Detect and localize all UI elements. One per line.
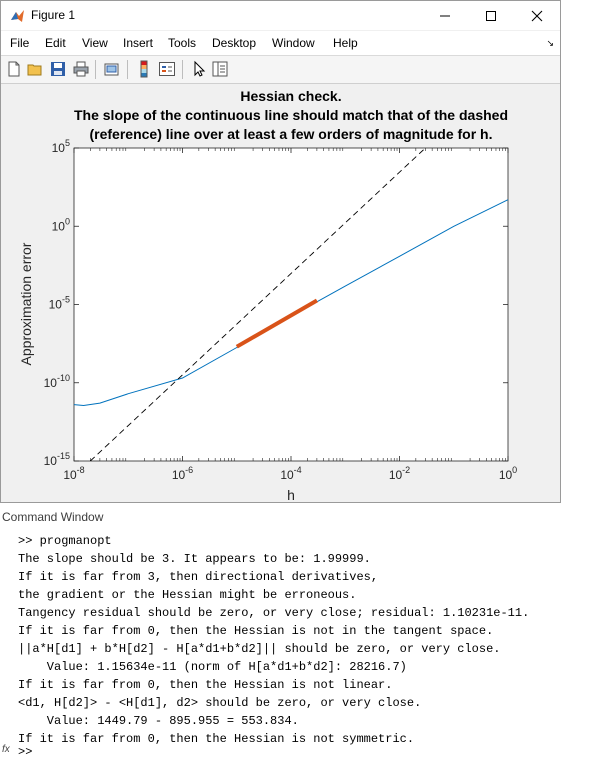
figure-toolbar bbox=[1, 56, 560, 84]
pointer-icon[interactable] bbox=[190, 60, 208, 78]
colorbar-icon[interactable] bbox=[135, 60, 153, 78]
y-tick-label: 10-15 bbox=[44, 451, 70, 468]
fx-icon[interactable]: fx bbox=[2, 744, 10, 755]
menu-desktop[interactable]: Desktop bbox=[212, 36, 257, 50]
minimize-button[interactable] bbox=[422, 1, 468, 30]
command-output-line: The slope should be 3. It appears to be:… bbox=[18, 552, 371, 566]
toolbar-separator bbox=[127, 60, 128, 79]
menu-help[interactable]: Help bbox=[333, 36, 358, 50]
command-output-line: <d1, H[d2]> - <H[d1], d2> should be zero… bbox=[18, 696, 422, 710]
fitted-slope-segment bbox=[235, 298, 318, 349]
open-file-icon[interactable] bbox=[26, 60, 44, 78]
y-tick-label: 10-10 bbox=[44, 373, 70, 390]
x-tick-label: 10-8 bbox=[63, 465, 84, 482]
y-tick-label: 10-5 bbox=[49, 295, 70, 312]
close-button[interactable] bbox=[514, 1, 560, 30]
menu-file[interactable]: File bbox=[10, 36, 30, 50]
property-editor-icon[interactable] bbox=[211, 60, 229, 78]
legend-icon[interactable] bbox=[158, 60, 176, 78]
x-axis-label: h bbox=[287, 487, 295, 502]
command-output-line: If it is far from 0, then the Hessian is… bbox=[18, 732, 415, 746]
menu-insert[interactable]: Insert bbox=[123, 36, 154, 50]
print-icon[interactable] bbox=[72, 60, 90, 78]
command-output-line: the gradient or the Hessian might be err… bbox=[18, 588, 357, 602]
toolbar-separator bbox=[182, 60, 183, 79]
command-prompt[interactable]: >> bbox=[18, 745, 33, 759]
title-bar[interactable]: Figure 1 bbox=[1, 1, 560, 30]
menu-view[interactable]: View bbox=[82, 36, 108, 50]
command-window-header[interactable]: Command Window bbox=[0, 508, 590, 528]
approximation-error-line bbox=[73, 199, 509, 407]
command-window-title: Command Window bbox=[2, 510, 104, 524]
toolbar-separator bbox=[95, 60, 96, 79]
command-window-output[interactable]: >> progmanopt The slope should be 3. It a… bbox=[0, 528, 590, 755]
y-tick-label: 100 bbox=[52, 216, 70, 233]
command-output-line: Value: 1.15634e-11 (norm of H[a*d1+b*d2]… bbox=[18, 660, 407, 674]
command-output-line: If it is far from 0, then the Hessian is… bbox=[18, 678, 393, 692]
command-output-line: Tangency residual should be zero, or ver… bbox=[18, 606, 530, 620]
hessian-check-chart: Hessian check. The slope of the continuo… bbox=[18, 88, 517, 503]
y-tick-label: 105 bbox=[52, 138, 70, 155]
y-axis-label: Approximation error bbox=[18, 242, 34, 365]
x-tick-label: 100 bbox=[499, 465, 517, 482]
menu-window[interactable]: Window bbox=[272, 36, 315, 50]
command-output-line: If it is far from 0, then the Hessian is… bbox=[18, 624, 494, 638]
matlab-logo-icon bbox=[11, 10, 24, 22]
chart-title-line-1: Hessian check. bbox=[240, 88, 341, 104]
axes-background[interactable] bbox=[73, 147, 509, 462]
chart-title-line-3: (reference) line over at least a few ord… bbox=[90, 126, 493, 142]
dock-arrow-icon[interactable]: ↘ bbox=[546, 38, 554, 48]
x-tick-label: 10-6 bbox=[172, 465, 193, 482]
x-tick-label: 10-2 bbox=[389, 465, 410, 482]
reference-dashed-line bbox=[89, 148, 426, 461]
menu-tools[interactable]: Tools bbox=[168, 36, 197, 50]
menu-edit[interactable]: Edit bbox=[45, 36, 66, 50]
command-output-line: If it is far from 3, then directional de… bbox=[18, 570, 379, 584]
x-tick-label: 10-4 bbox=[280, 465, 301, 482]
chart-title-line-2: The slope of the continuous line should … bbox=[74, 107, 508, 123]
minimize-icon bbox=[440, 15, 450, 16]
window-title: Figure 1 bbox=[31, 8, 76, 22]
command-output-line: Value: 1449.79 - 895.955 = 553.834. bbox=[18, 714, 299, 728]
figure-canvas: Hessian check. The slope of the continuo… bbox=[1, 84, 560, 503]
new-figure-icon[interactable] bbox=[5, 60, 23, 78]
maximize-icon bbox=[486, 10, 496, 21]
desktop-background bbox=[561, 0, 590, 508]
figure-window: Figure 1 File Edit View Insert Tools Des… bbox=[0, 0, 561, 503]
save-icon[interactable] bbox=[49, 60, 67, 78]
command-output-line: ||a*H[d1] + b*H[d2] - H[a*d1+b*d2]|| sho… bbox=[18, 642, 501, 656]
print-preview-icon[interactable] bbox=[103, 60, 121, 78]
maximize-button[interactable] bbox=[468, 1, 514, 30]
close-icon bbox=[531, 10, 543, 21]
menu-bar: File Edit View Insert Tools Desktop Wind… bbox=[1, 31, 560, 56]
command-input-line: >> progmanopt bbox=[18, 534, 112, 548]
